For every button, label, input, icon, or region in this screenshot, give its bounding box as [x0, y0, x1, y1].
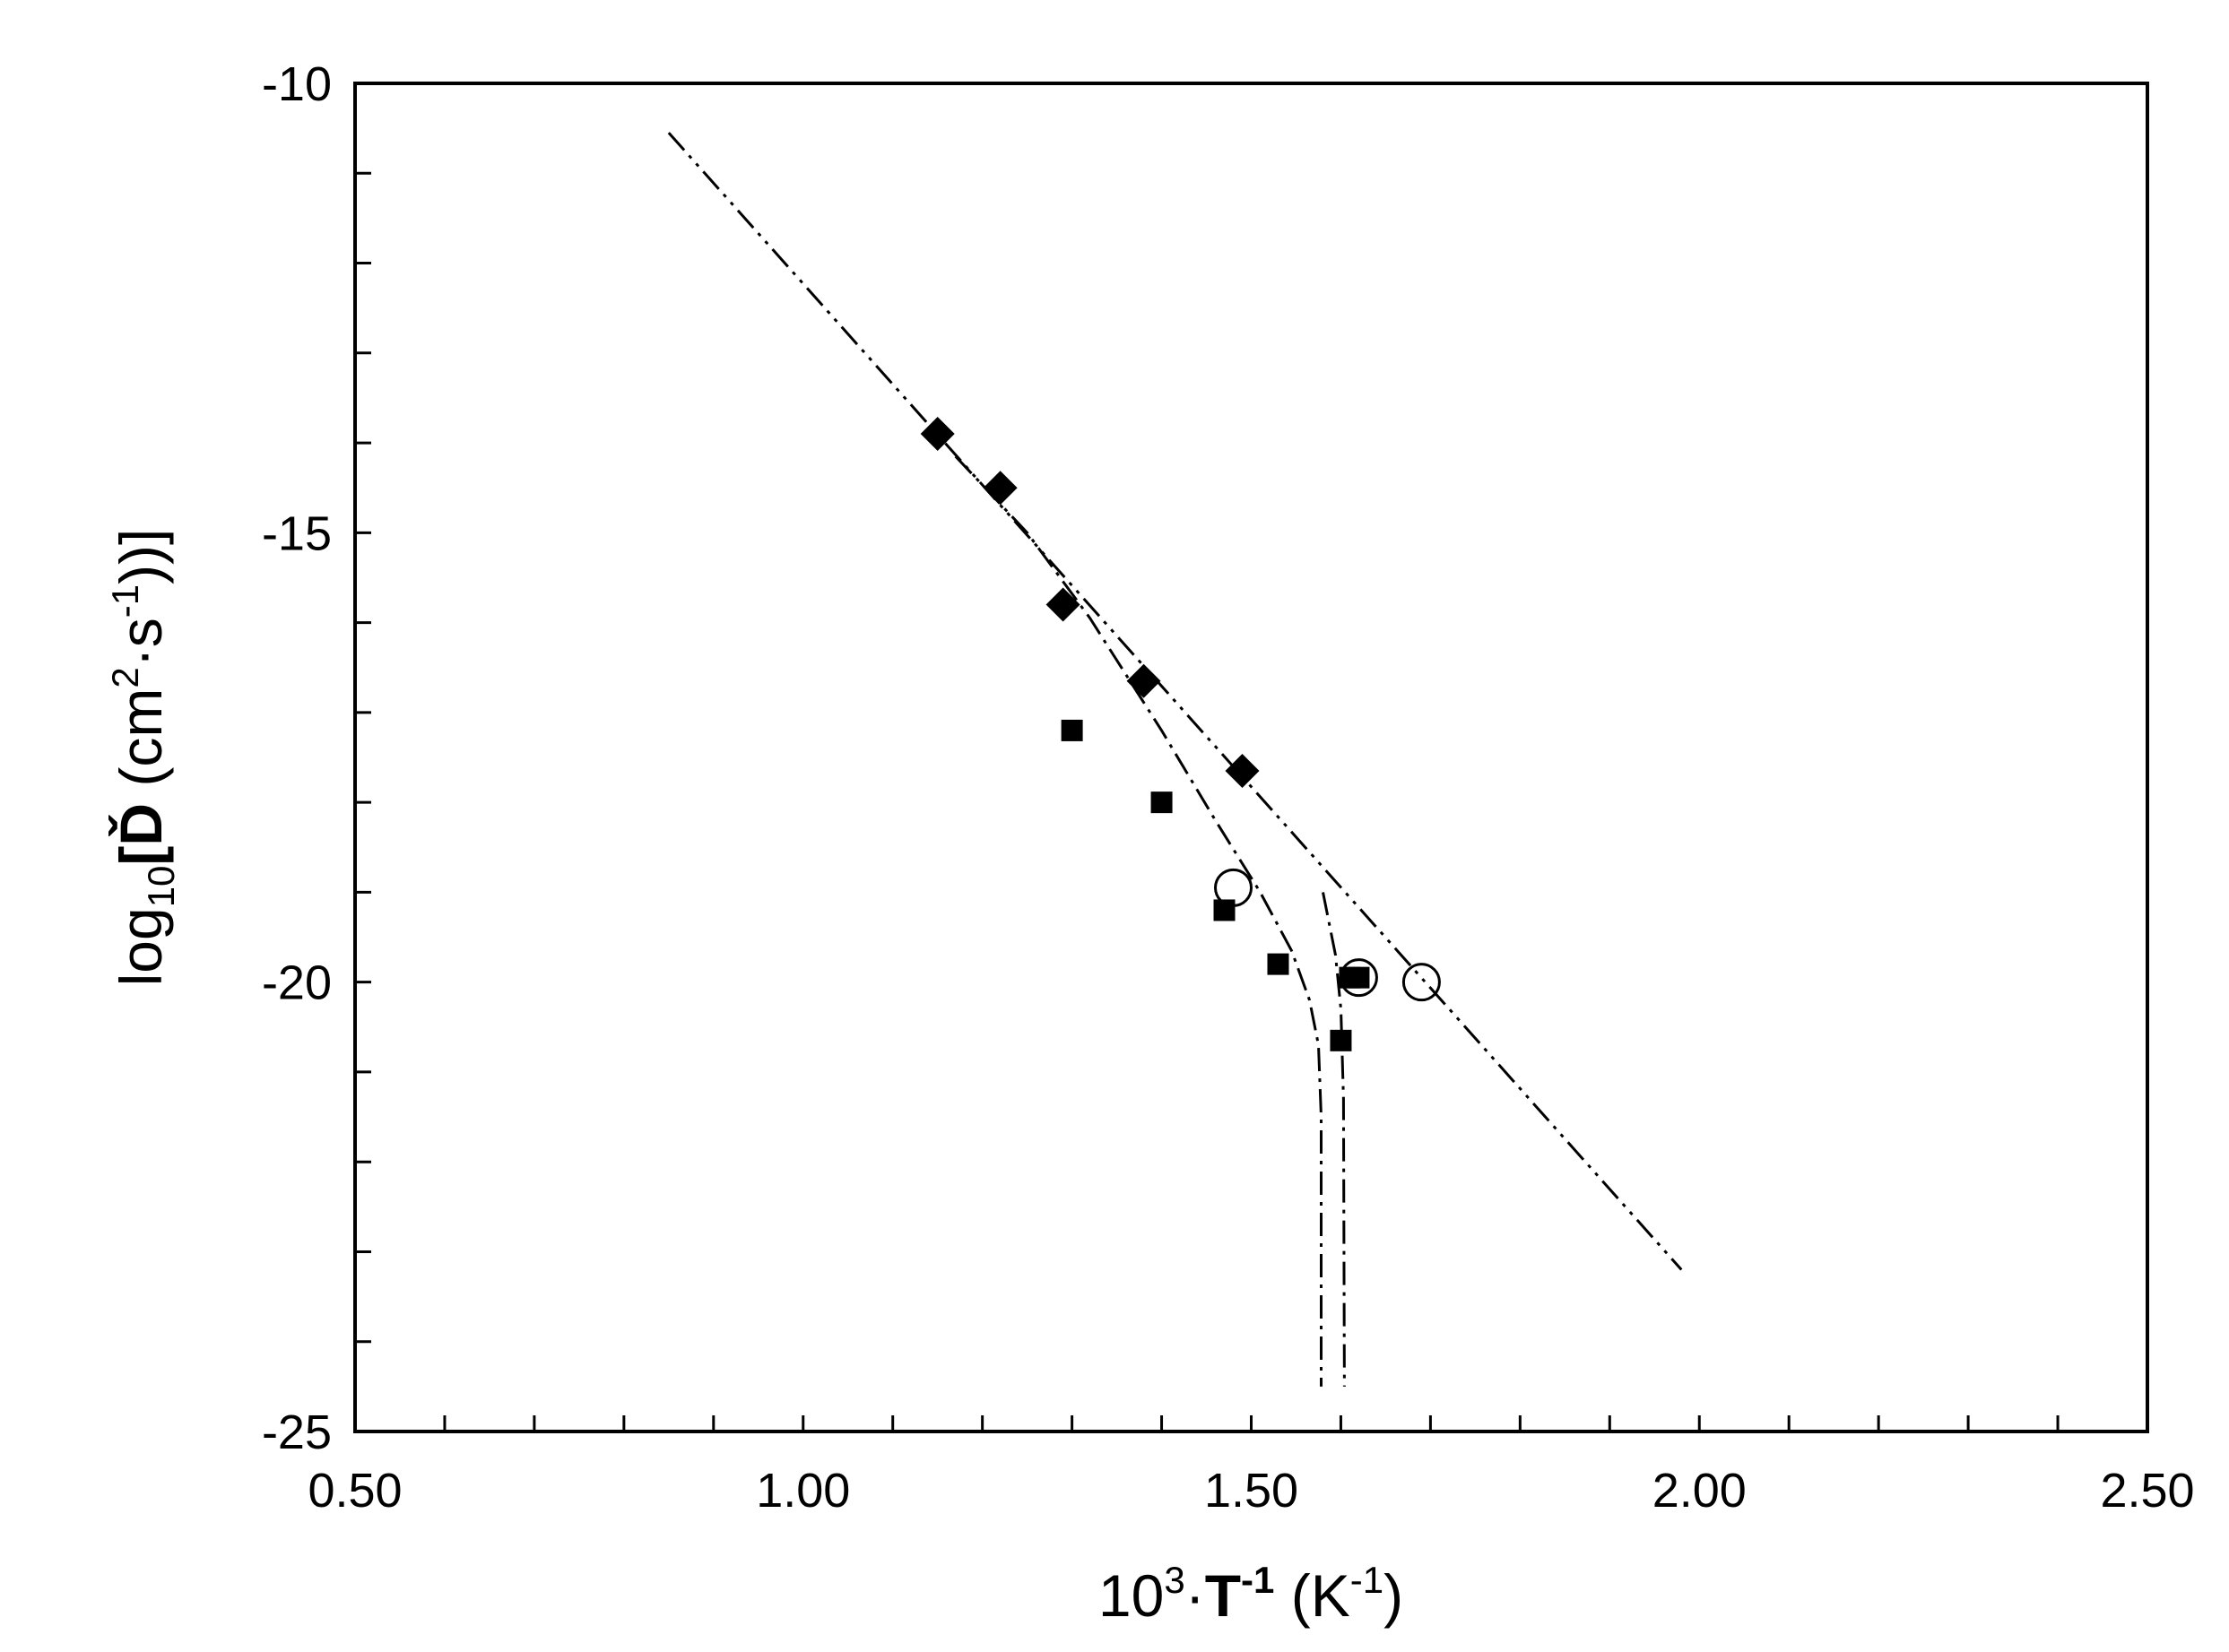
x-tick-label: 0.50 [308, 1464, 402, 1518]
diamond-point [1225, 754, 1260, 789]
diamond-point [983, 471, 1018, 506]
square-point [1330, 1029, 1352, 1051]
y-tick-label: -20 [262, 956, 332, 1010]
x-axis-title: 103·T-1 (K-1) [1098, 1559, 1403, 1629]
circle-point [1339, 958, 1378, 998]
tick-labels: 0.50 1.00 1.50 2.00 2.50 -10 -15 -20 -25 [262, 57, 2195, 1518]
x-tick-label: 2.50 [2100, 1464, 2194, 1518]
x-tick-label: 2.00 [1652, 1464, 1747, 1518]
diamond-point [1045, 587, 1080, 622]
fit-line-dash-dot-dot [667, 132, 1683, 1271]
square-point [1150, 791, 1173, 814]
diamond-point [920, 417, 955, 452]
plot-frame [353, 82, 2149, 1433]
square-point [1061, 719, 1083, 741]
y-tick-label: -25 [262, 1405, 332, 1459]
circle-point [1214, 868, 1253, 907]
x-tick-label: 1.50 [1204, 1464, 1298, 1518]
x-tick-label: 1.00 [756, 1464, 850, 1518]
y-tick-label: -10 [262, 57, 332, 111]
y-tick-label: -15 [262, 506, 332, 560]
fit-line-dash-dot [954, 455, 1323, 1387]
fit-line-dash-dot [1322, 892, 1346, 1387]
fit-lines [667, 132, 1683, 1387]
square-point [1348, 966, 1370, 989]
square-point [1267, 953, 1289, 975]
circle-point [1401, 963, 1441, 1002]
y-axis-title: log10[Ď (cm2·s-1))] [104, 529, 182, 987]
diamond-point [1126, 663, 1161, 698]
data-markers [920, 417, 1441, 1051]
axis-ticks [355, 171, 2060, 1431]
